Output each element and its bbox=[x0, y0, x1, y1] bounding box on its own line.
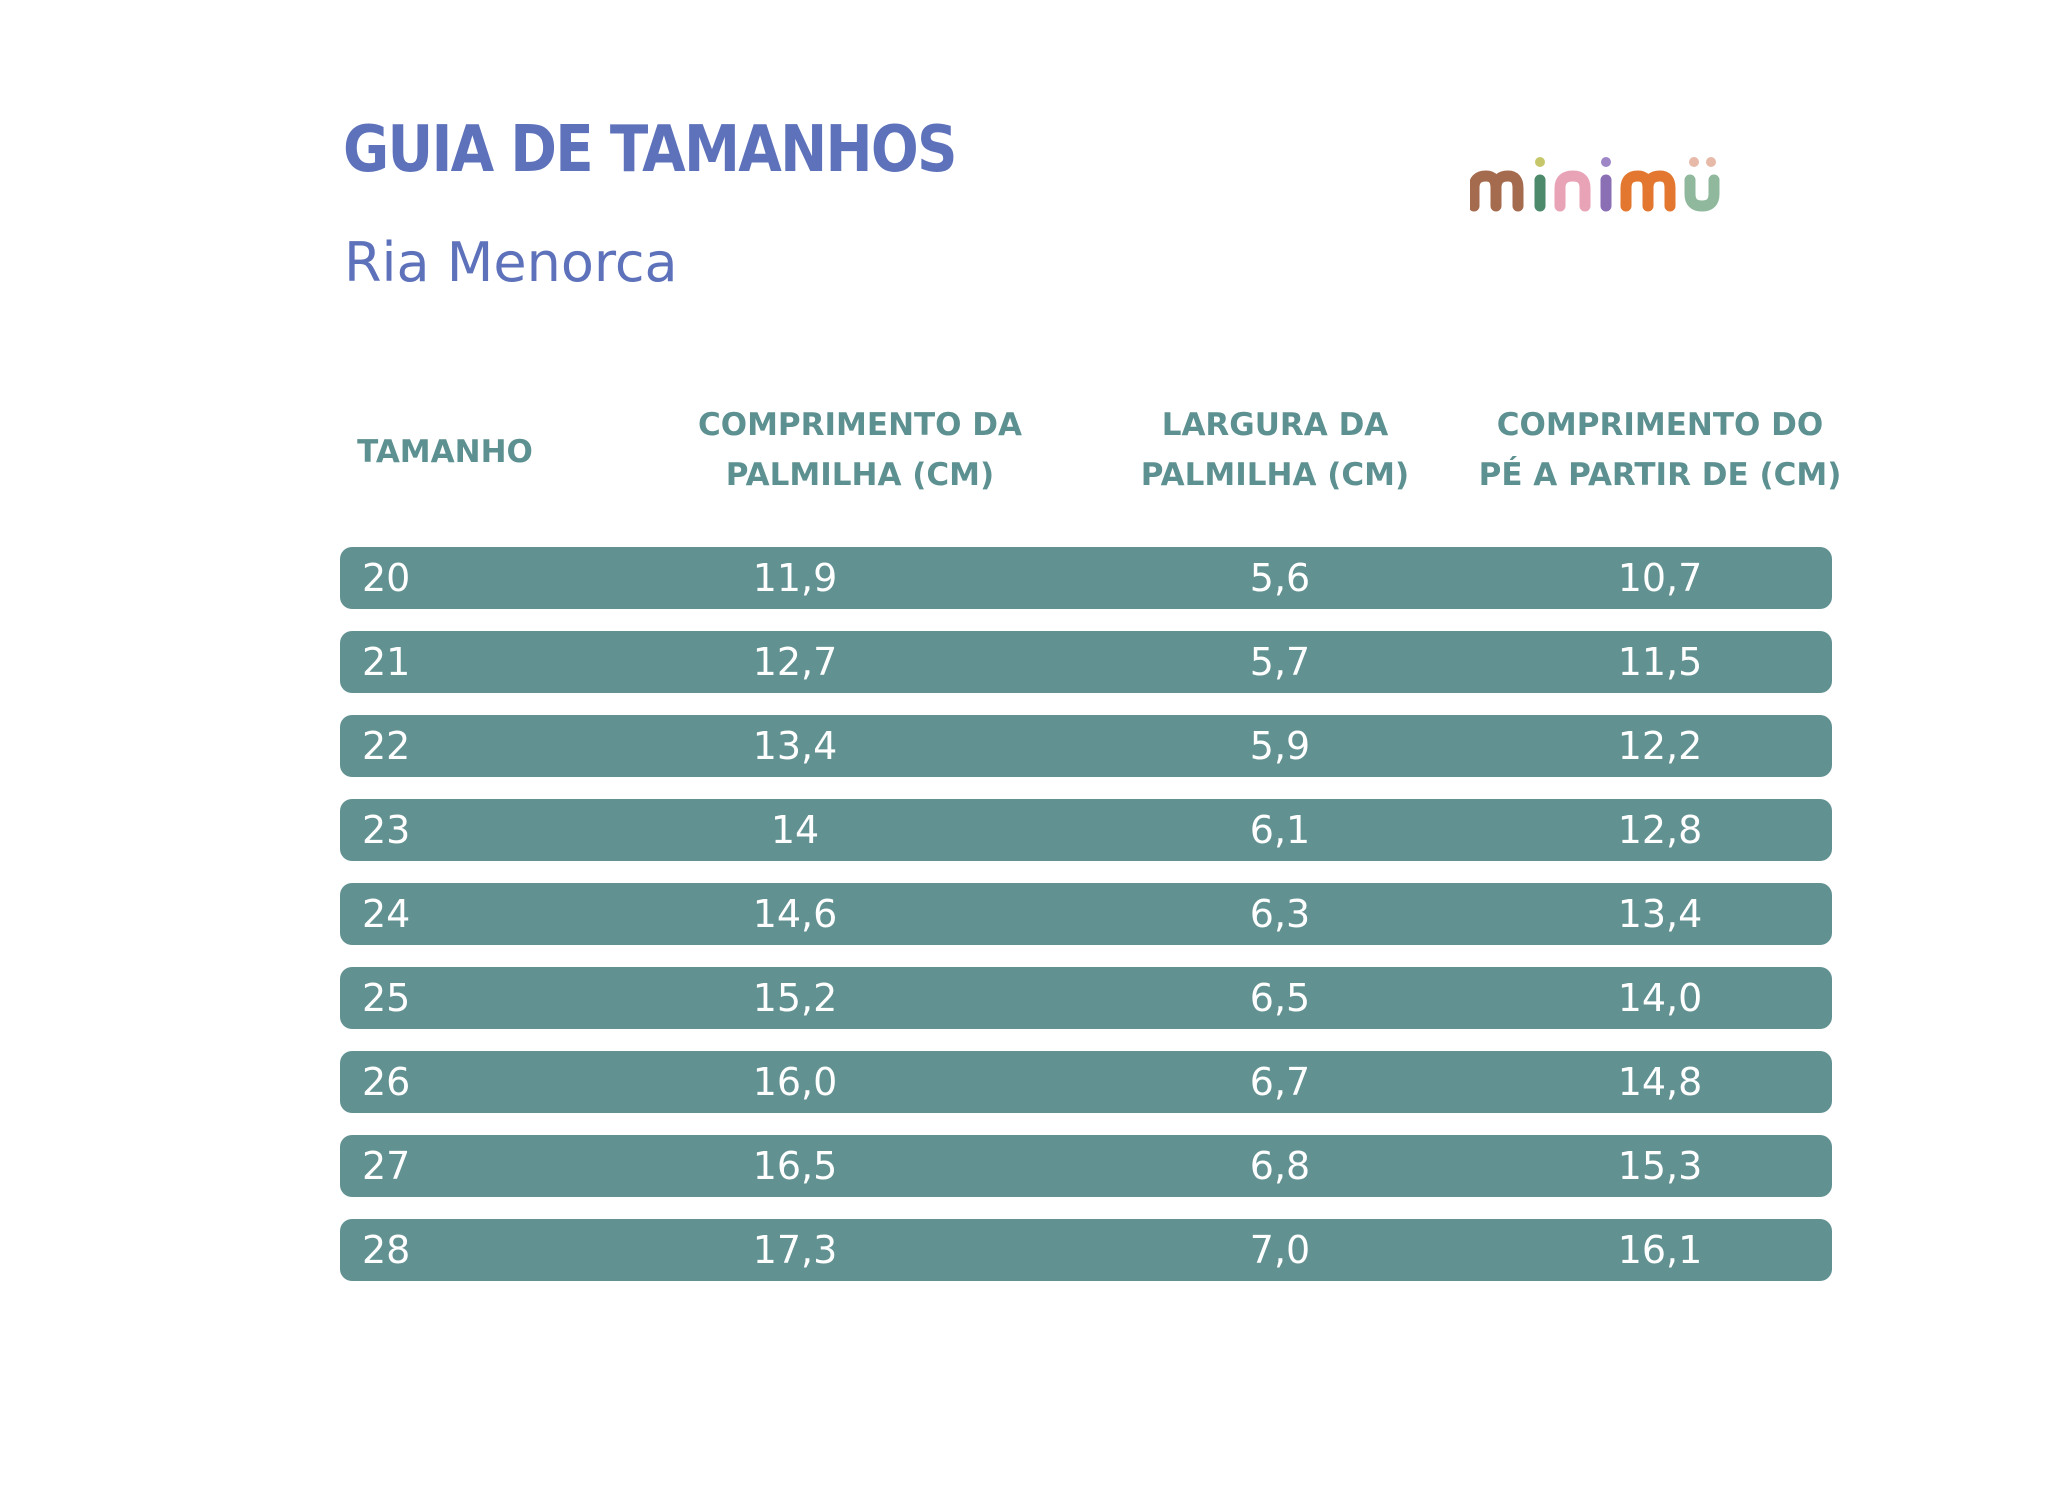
insole-width-cell: 5,6 bbox=[1249, 556, 1311, 600]
size-cell: 28 bbox=[362, 1228, 411, 1272]
table-row: 26 16,0 6,7 14,8 bbox=[340, 1051, 1832, 1113]
size-cell: 23 bbox=[362, 808, 411, 852]
insole-length-cell: 17,3 bbox=[752, 1228, 838, 1272]
size-cell: 21 bbox=[362, 640, 411, 684]
foot-length-cell: 10,7 bbox=[1617, 556, 1703, 600]
table-row: 20 11,9 5,6 10,7 bbox=[340, 547, 1832, 609]
insole-width-cell: 6,8 bbox=[1249, 1144, 1311, 1188]
insole-width-cell: 6,5 bbox=[1249, 976, 1311, 1020]
table-row: 23 14 6,1 12,8 bbox=[340, 799, 1832, 861]
insole-length-cell: 14,6 bbox=[752, 892, 838, 936]
foot-length-cell: 14,8 bbox=[1617, 1060, 1703, 1104]
insole-length-cell: 16,5 bbox=[752, 1144, 838, 1188]
insole-length-cell: 12,7 bbox=[752, 640, 838, 684]
table-row: 25 15,2 6,5 14,0 bbox=[340, 967, 1832, 1029]
insole-length-cell: 16,0 bbox=[752, 1060, 838, 1104]
size-cell: 26 bbox=[362, 1060, 411, 1104]
foot-length-cell: 12,8 bbox=[1617, 808, 1703, 852]
table-row: 22 13,4 5,9 12,2 bbox=[340, 715, 1832, 777]
size-cell: 27 bbox=[362, 1144, 411, 1188]
foot-length-cell: 16,1 bbox=[1617, 1228, 1703, 1272]
insole-length-cell: 11,9 bbox=[752, 556, 838, 600]
table-row: 27 16,5 6,8 15,3 bbox=[340, 1135, 1832, 1197]
size-cell: 24 bbox=[362, 892, 411, 936]
foot-length-cell: 11,5 bbox=[1617, 640, 1703, 684]
page-subtitle: Ria Menorca bbox=[344, 231, 678, 294]
table-header: TAMANHO COMPRIMENTO DA PALMILHA (CM) LAR… bbox=[0, 400, 2048, 510]
size-table: 20 11,9 5,6 10,7 21 12,7 5,7 11,5 22 13,… bbox=[340, 547, 1832, 1303]
insole-width-cell: 6,3 bbox=[1249, 892, 1311, 936]
insole-width-cell: 7,0 bbox=[1249, 1228, 1311, 1272]
foot-length-cell: 14,0 bbox=[1617, 976, 1703, 1020]
size-cell: 25 bbox=[362, 976, 411, 1020]
table-row: 28 17,3 7,0 16,1 bbox=[340, 1219, 1832, 1281]
insole-length-cell: 14 bbox=[770, 808, 820, 852]
column-header-size: TAMANHO bbox=[357, 434, 533, 470]
insole-width-cell: 6,7 bbox=[1249, 1060, 1311, 1104]
size-cell: 20 bbox=[362, 556, 411, 600]
insole-length-cell: 13,4 bbox=[752, 724, 838, 768]
column-header-insole-length: COMPRIMENTO DA PALMILHA (CM) bbox=[697, 407, 1023, 493]
foot-length-cell: 12,2 bbox=[1617, 724, 1703, 768]
size-cell: 22 bbox=[362, 724, 411, 768]
insole-width-cell: 5,9 bbox=[1249, 724, 1311, 768]
insole-length-cell: 15,2 bbox=[752, 976, 838, 1020]
insole-width-cell: 6,1 bbox=[1249, 808, 1311, 852]
foot-length-cell: 15,3 bbox=[1617, 1144, 1703, 1188]
table-row: 21 12,7 5,7 11,5 bbox=[340, 631, 1832, 693]
page-title: GUIA DE TAMANHOS bbox=[343, 113, 958, 187]
insole-width-cell: 5,7 bbox=[1249, 640, 1311, 684]
foot-length-cell: 13,4 bbox=[1617, 892, 1703, 936]
column-header-insole-width: LARGURA DA PALMILHA (CM) bbox=[1140, 407, 1410, 493]
column-header-foot-length: COMPRIMENTO DO PÉ A PARTIR DE (CM) bbox=[1478, 407, 1842, 493]
table-row: 24 14,6 6,3 13,4 bbox=[340, 883, 1832, 945]
brand-logo bbox=[1470, 157, 1720, 212]
